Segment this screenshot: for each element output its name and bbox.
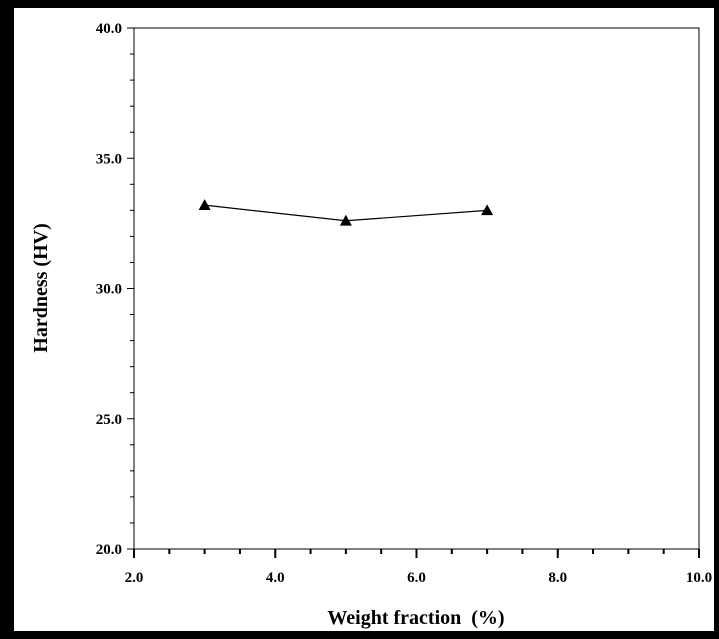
series-group: [198, 199, 494, 226]
y-tick-label: 35.0: [96, 151, 122, 167]
data-point-triangle: [339, 214, 352, 226]
outer-frame-right: [714, 0, 719, 639]
y-axis-title: Hardness (HV): [30, 223, 52, 352]
x-tick-label: 4.0: [266, 570, 285, 586]
x-axis-title: Weight fraction (%): [327, 607, 504, 629]
y-axis: 20.0 25.0 30.0 35.0 40.0: [96, 21, 134, 558]
plot-area: [133, 27, 700, 550]
outer-frame-bottom: [0, 631, 719, 639]
y-tick-label: 30.0: [96, 282, 122, 298]
x-tick-label: 2.0: [125, 570, 144, 586]
y-tick-label: 25.0: [96, 412, 122, 428]
outer-frame-left: [0, 0, 14, 639]
outer-frame-top: [0, 0, 719, 8]
data-point-triangle: [198, 199, 211, 210]
x-tick-label: 10.0: [686, 570, 712, 586]
x-tick-label: 6.0: [407, 570, 426, 586]
data-point-triangle: [481, 204, 494, 216]
y-tick-label: 40.0: [96, 21, 122, 37]
y-tick-label: 20.0: [96, 542, 122, 558]
x-axis: 2.0 4.0 6.0 8.0 10.0: [125, 549, 712, 586]
x-tick-label: 8.0: [548, 570, 567, 586]
